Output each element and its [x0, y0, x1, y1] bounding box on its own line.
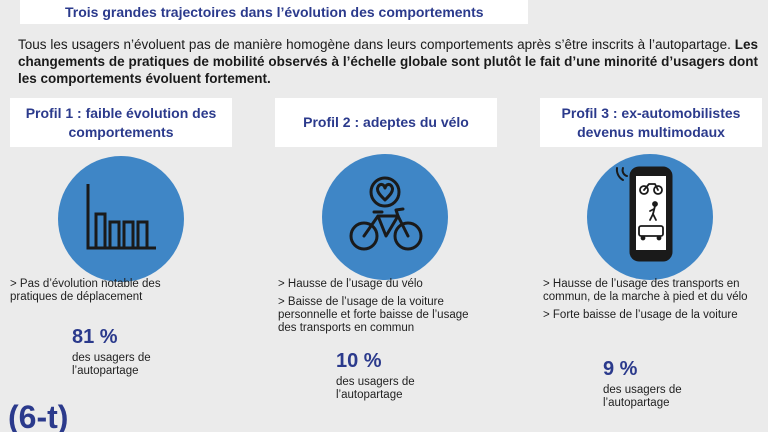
- profile-1-stat-label: des usagers de l’autopartage: [72, 352, 151, 377]
- bicycle-heart-icon: [349, 176, 423, 251]
- profile-3-bullet-1: > Hausse de l’usage des transports en co…: [543, 278, 748, 303]
- profile-1-title: Profil 1 : faible évolution des comporte…: [10, 98, 232, 147]
- profile-1-stat: 81 %: [72, 326, 118, 348]
- intro-text: Tous les usagers n’évoluent pas de maniè…: [18, 37, 735, 52]
- 6t-logo: (6-t): [8, 399, 68, 432]
- profile-3-bullets: > Hausse de l’usage des transports en co…: [543, 278, 753, 327]
- logo-text: (6-t): [8, 399, 68, 432]
- profile-3-stat-label: des usagers de l’autopartage: [603, 384, 682, 409]
- profile-3-circle: [587, 154, 713, 280]
- profile-2-title: Profil 2 : adeptes du vélo: [275, 98, 497, 147]
- profile-1-bullets: > Pas d’évolution notable des pratiques …: [10, 278, 210, 309]
- smartphone-multimodal-icon: [615, 166, 673, 262]
- profile-1-circle: [58, 156, 184, 282]
- intro-bold-text: Les changements de pratiques de mobilité…: [18, 37, 758, 86]
- intro-paragraph: Tous les usagers n’évoluent pas de maniè…: [18, 36, 758, 87]
- profile-2-bullets: > Hausse de l’usage du vélo > Baisse de …: [278, 278, 478, 340]
- profile-2-bullet-2: > Baisse de l’usage de la voiture person…: [278, 296, 469, 334]
- profile-3-stat: 9 %: [603, 358, 638, 380]
- page-title: Trois grandes trajectoires dans l’évolut…: [20, 0, 528, 24]
- profile-2-stat: 10 %: [336, 350, 382, 372]
- profile-2-bullet-1: > Hausse de l’usage du vélo: [278, 278, 423, 290]
- profile-2-stat-label: des usagers de l’autopartage: [336, 376, 415, 401]
- profile-3-title: Profil 3 : ex-automobilistes devenus mul…: [540, 98, 762, 147]
- profile-1-bullet-1: > Pas d’évolution notable des pratiques …: [10, 278, 161, 303]
- profile-2-circle: [322, 154, 448, 280]
- profile-3-bullet-2: > Forte baisse de l’usage de la voiture: [543, 309, 738, 321]
- bar-chart-icon: [86, 184, 156, 250]
